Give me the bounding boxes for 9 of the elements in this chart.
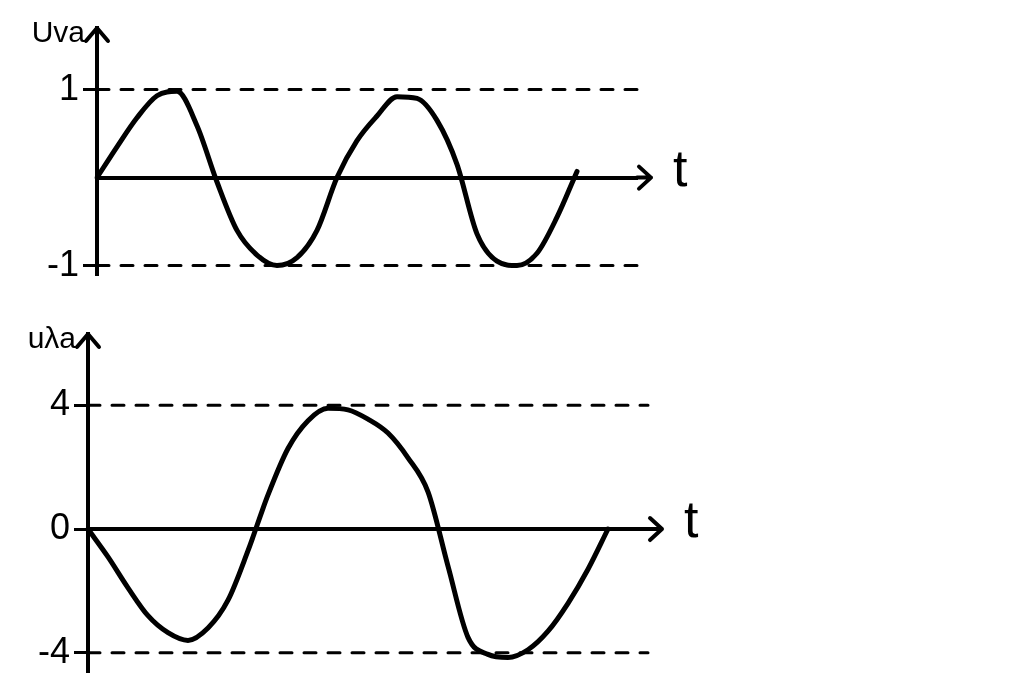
y-axis-title: Uva — [31, 15, 86, 48]
y-axis-title: uλa — [27, 321, 77, 354]
y-tick-label: 4 — [49, 382, 70, 424]
x-axis-title: t — [673, 138, 688, 197]
y-tick-label: 0 — [49, 505, 70, 547]
x-axis-title: t — [684, 490, 699, 549]
y-tick-label: -1 — [46, 242, 79, 284]
y-tick-label: 1 — [58, 66, 79, 108]
y-tick-label: -4 — [37, 629, 70, 671]
